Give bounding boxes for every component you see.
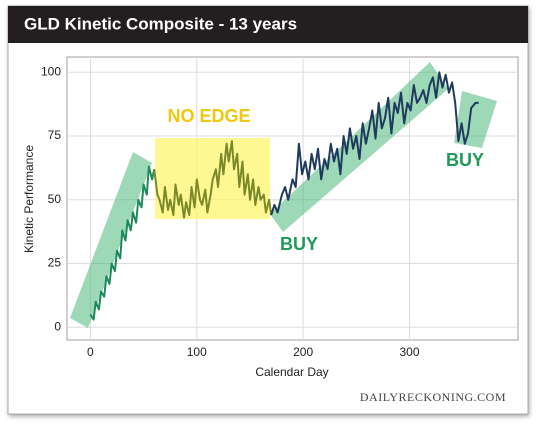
y-tick-label: 75	[48, 128, 62, 142]
x-tick-label: 200	[293, 345, 313, 359]
annotation: BUY	[446, 150, 484, 170]
data-line	[153, 140, 273, 219]
y-axis-label: Kinetic Performance	[22, 145, 36, 253]
x-axis-label: Calendar Day	[255, 365, 328, 379]
data-line	[89, 165, 156, 321]
annotation: BUY	[280, 234, 318, 254]
chart-title: GLD Kinetic Composite - 13 years	[24, 14, 297, 33]
source: DAILYRECKONING.COM	[360, 390, 506, 404]
lines	[89, 71, 479, 321]
data-line	[270, 71, 479, 216]
highlight-band	[454, 91, 497, 148]
y-tick-label: 100	[41, 64, 61, 78]
x-tick-label: 300	[399, 345, 419, 359]
y-tick-label: 0	[54, 319, 61, 333]
title-bar	[8, 6, 528, 43]
highlight-band	[270, 62, 448, 232]
y-tick-label: 50	[48, 192, 62, 206]
highlight-band	[70, 152, 152, 328]
annotation: NO EDGE	[167, 106, 250, 126]
x-tick-label: 0	[87, 345, 94, 359]
y-tick-label: 25	[48, 256, 62, 270]
x-tick-label: 100	[187, 345, 207, 359]
